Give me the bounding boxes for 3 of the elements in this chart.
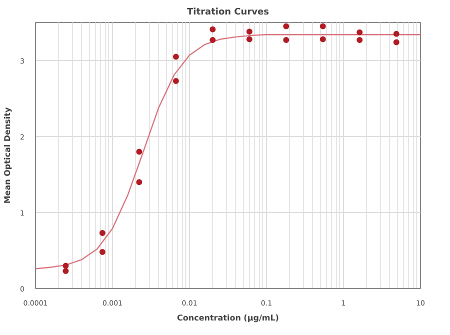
chart-title: Titration Curves xyxy=(187,8,269,18)
y-axis-title: Mean Optical Density xyxy=(3,106,12,204)
x-axis-title: Concentration (µg/mL) xyxy=(177,314,279,322)
